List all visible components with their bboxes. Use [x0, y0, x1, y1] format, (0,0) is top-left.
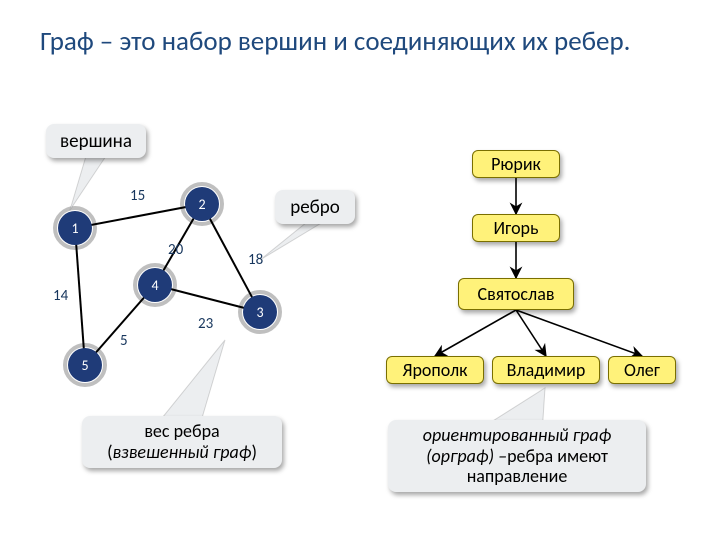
callout-digraph: ориентированный граф (орграф) –ребра име…	[388, 420, 646, 492]
callout-digraph-text: ориентированный граф (орграф) –ребра име…	[423, 425, 612, 487]
